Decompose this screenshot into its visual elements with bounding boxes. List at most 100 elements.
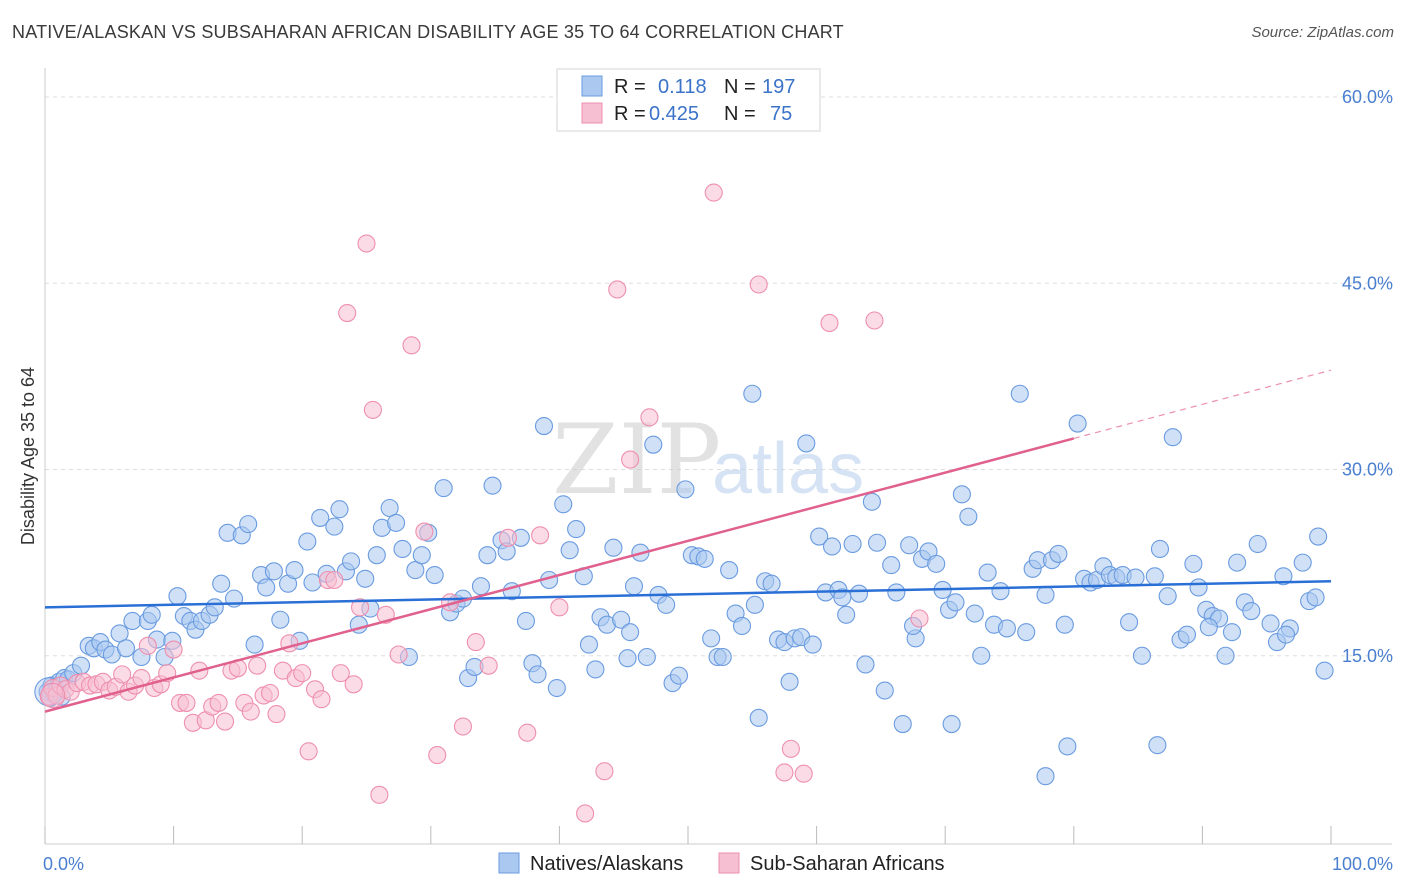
data-point-natives [762,574,781,593]
data-point-subsaharan [428,746,447,765]
data-point-natives [657,595,676,614]
data-point-natives [972,646,991,665]
legend-n-label-1: N = [724,76,756,98]
data-point-natives [702,629,721,648]
data-point-natives [942,714,961,734]
y-tick-label: 60.0% [1342,87,1393,107]
data-point-subsaharan [113,665,132,684]
data-point-natives [1309,527,1328,546]
watermark-atlas: atlas [712,429,864,509]
data-point-natives [720,561,739,580]
data-point-natives [644,435,663,454]
data-point-natives [1184,554,1203,573]
data-point-subsaharan [865,311,884,330]
data-point-natives [1222,623,1242,642]
data-point-natives [713,647,732,667]
data-point-natives [882,556,901,575]
trend-lines [44,369,1332,713]
data-point-natives [534,416,554,436]
data-point-subsaharan [241,702,260,721]
legend-swatch-pink [581,102,603,124]
data-point-natives [123,611,142,631]
data-point-subsaharan [518,723,537,742]
bottom-legend-label-natives: Natives/Alaskans [530,853,683,875]
data-point-subsaharan [415,522,434,541]
data-point-natives [212,574,231,593]
data-point-subsaharan [820,313,839,333]
data-point-natives [900,536,919,555]
data-point-natives [833,588,852,607]
data-point-natives [342,552,361,571]
data-point-subsaharan [775,763,794,782]
legend-n-label-2: N = [724,103,756,125]
data-point-natives [946,593,965,612]
y-tick-label: 45.0% [1342,273,1393,293]
data-point-natives [991,582,1010,601]
data-point-natives [997,619,1016,638]
data-point-natives [1036,585,1055,604]
data-point-subsaharan [363,400,382,419]
data-point-natives [1055,615,1074,634]
data-point-natives [837,605,856,624]
data-point-natives [330,500,349,519]
data-point-natives [586,660,605,679]
data-point-natives [579,635,599,654]
data-point-subsaharan [351,598,370,617]
data-point-natives [1150,539,1170,559]
data-point-subsaharan [704,183,723,202]
data-point-natives [168,587,187,606]
data-point-natives [669,666,689,685]
data-point-natives [285,561,304,580]
data-point-natives [311,508,330,527]
legend-r-label-2: R = [614,103,646,125]
data-point-natives [245,635,264,654]
data-point-natives [380,498,399,518]
legend-box: R = 0.118 N = 197 R = 0.425 N = 75 [556,68,821,132]
data-point-natives [264,562,283,581]
data-point-subsaharan [331,664,350,683]
data-point-subsaharan [794,764,813,783]
data-point-natives [1199,618,1218,637]
data-point-natives [298,532,317,551]
data-point-natives [425,565,444,585]
data-point-natives [732,616,752,636]
y-axis-label: Disability Age 35 to 64 [18,367,38,545]
data-point-natives [1228,553,1247,572]
data-point-natives [1189,578,1208,597]
data-point-natives [110,624,129,643]
series-subsaharan-points [39,183,929,823]
tick-labels: 15.0% 30.0% 45.0% 60.0% 0.0% 100.0% [43,87,1393,874]
data-point-natives [867,533,887,552]
data-point-natives [205,598,224,617]
data-point-natives [1017,623,1036,642]
data-point-natives [1276,625,1296,644]
data-point-natives [1274,567,1293,586]
data-point-natives [528,665,547,684]
x-tick-label: 100.0% [1332,854,1393,874]
data-point-natives [745,595,764,614]
data-point-natives [257,578,276,597]
data-point-natives [516,611,536,631]
data-point-natives [618,649,637,668]
data-point-natives [239,515,258,534]
data-point-natives [142,605,161,624]
data-point-subsaharan [479,656,498,675]
data-point-natives [393,539,412,559]
data-point-natives [927,554,946,573]
data-point-natives [637,647,656,667]
data-point-natives [434,479,453,498]
data-point-natives [822,537,842,556]
data-point-natives [1049,544,1068,563]
data-point-subsaharan [621,450,640,469]
data-point-subsaharan [357,234,376,253]
data-point-subsaharan [402,336,421,355]
data-point-natives [554,495,573,514]
legend-n-value-2: 75 [770,103,792,125]
bottom-legend-swatch-blue [498,852,520,874]
data-point-natives [743,384,762,403]
data-point-natives [1216,646,1235,665]
data-point-natives [567,520,586,539]
data-point-natives [621,623,640,642]
data-point-natives [803,635,822,654]
